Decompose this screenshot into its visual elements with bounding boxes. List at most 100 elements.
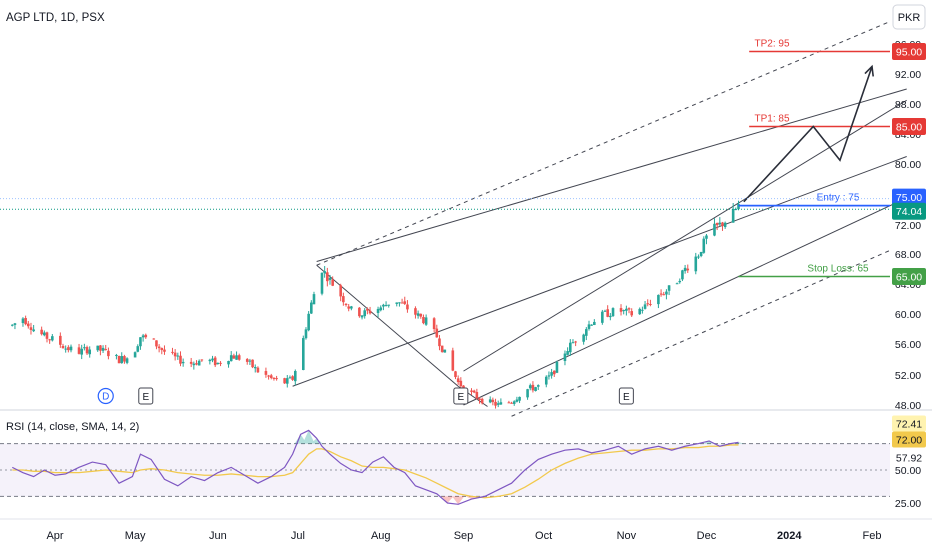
- currency-button[interactable]: PKR: [892, 4, 926, 30]
- candle[interactable]: [518, 396, 521, 401]
- candle[interactable]: [627, 308, 631, 310]
- candle[interactable]: [422, 317, 425, 324]
- candle[interactable]: [475, 391, 479, 399]
- candle[interactable]: [590, 324, 593, 326]
- candle[interactable]: [515, 399, 519, 402]
- rsi-tick-label[interactable]: 25.00: [895, 498, 921, 510]
- candle[interactable]: [219, 362, 222, 364]
- candle[interactable]: [133, 352, 137, 358]
- time-tick-label[interactable]: Aug: [371, 530, 391, 542]
- candle[interactable]: [451, 350, 455, 371]
- candle[interactable]: [643, 304, 647, 309]
- candle[interactable]: [160, 348, 164, 351]
- candle[interactable]: [491, 399, 495, 403]
- candle[interactable]: [83, 347, 86, 349]
- candle[interactable]: [358, 307, 361, 317]
- candle[interactable]: [77, 347, 81, 354]
- candle[interactable]: [659, 293, 663, 295]
- candle[interactable]: [488, 399, 492, 403]
- candle[interactable]: [675, 283, 679, 285]
- time-tick-label[interactable]: Dec: [697, 530, 717, 542]
- candle[interactable]: [107, 350, 110, 357]
- candle[interactable]: [275, 378, 278, 380]
- candle[interactable]: [27, 323, 30, 327]
- level-label[interactable]: TP2: 95: [754, 39, 789, 50]
- candle[interactable]: [176, 355, 180, 357]
- level-label[interactable]: Stop Loss: 65: [807, 264, 869, 275]
- candle[interactable]: [197, 360, 201, 366]
- candle[interactable]: [470, 390, 473, 392]
- candle[interactable]: [61, 345, 65, 349]
- candle[interactable]: [285, 378, 289, 384]
- price-pane[interactable]: TP2: 95 TP1: 85 Entry : 75 Stop Loss: 65 D E…: [10, 21, 907, 417]
- candle[interactable]: [302, 338, 305, 371]
- candle[interactable]: [192, 363, 196, 366]
- candle[interactable]: [328, 277, 332, 280]
- candle[interactable]: [117, 355, 121, 364]
- time-tick-label[interactable]: 2024: [777, 530, 802, 542]
- channel-outer-dashed-lower[interactable]: [511, 249, 891, 417]
- candle[interactable]: [456, 378, 460, 383]
- candle[interactable]: [253, 367, 257, 369]
- candle[interactable]: [376, 308, 380, 313]
- candle[interactable]: [288, 377, 292, 379]
- projection-path-line[interactable]: [743, 66, 873, 203]
- channel-lines[interactable]: [292, 21, 907, 417]
- candle[interactable]: [699, 251, 703, 257]
- candle[interactable]: [678, 280, 682, 283]
- candle[interactable]: [609, 315, 612, 318]
- candle[interactable]: [366, 309, 369, 311]
- candle[interactable]: [547, 375, 551, 377]
- trade-levels[interactable]: TP2: 95 TP1: 85 Entry : 75 Stop Loss: 65: [738, 39, 890, 278]
- time-tick-label[interactable]: Feb: [863, 530, 882, 542]
- rsi-pane[interactable]: RSI (14, close, SMA, 14, 2): [0, 421, 890, 505]
- candle[interactable]: [48, 339, 51, 341]
- earnings-marker[interactable]: [453, 387, 469, 405]
- candle[interactable]: [403, 301, 407, 304]
- candle[interactable]: [379, 307, 383, 311]
- time-tick-label[interactable]: Nov: [617, 530, 637, 542]
- candle[interactable]: [454, 371, 457, 378]
- candle[interactable]: [342, 296, 345, 303]
- candle[interactable]: [705, 235, 708, 239]
- price-tick-label[interactable]: 68.00: [895, 249, 921, 261]
- candle[interactable]: [181, 361, 185, 364]
- candle[interactable]: [179, 355, 182, 364]
- candle[interactable]: [251, 359, 254, 368]
- candle[interactable]: [216, 362, 220, 364]
- candle[interactable]: [115, 354, 118, 356]
- price-tick-label[interactable]: 92.00: [895, 69, 921, 81]
- candle[interactable]: [494, 401, 497, 406]
- candle[interactable]: [29, 327, 33, 330]
- candle[interactable]: [155, 340, 158, 347]
- candle[interactable]: [10, 324, 14, 326]
- earnings-marker[interactable]: [138, 387, 154, 405]
- candle[interactable]: [622, 310, 625, 312]
- candle[interactable]: [256, 367, 260, 373]
- candle[interactable]: [472, 390, 476, 393]
- candle[interactable]: [496, 403, 500, 405]
- candle[interactable]: [101, 347, 105, 351]
- time-tick-label[interactable]: Apr: [46, 530, 63, 542]
- level-label[interactable]: Entry : 75: [817, 193, 860, 204]
- candle[interactable]: [387, 304, 391, 306]
- candle[interactable]: [21, 318, 25, 324]
- candle[interactable]: [657, 294, 660, 305]
- candle[interactable]: [646, 303, 650, 305]
- candle[interactable]: [603, 310, 607, 312]
- candle[interactable]: [582, 334, 585, 342]
- candle[interactable]: [531, 384, 535, 391]
- candle[interactable]: [227, 360, 230, 365]
- candle[interactable]: [267, 375, 270, 377]
- candle[interactable]: [683, 267, 687, 272]
- rsi-ma-line[interactable]: [12, 444, 739, 499]
- channel-lower-line[interactable]: [463, 197, 907, 406]
- candle[interactable]: [237, 355, 241, 360]
- candle[interactable]: [563, 353, 567, 361]
- candle[interactable]: [85, 347, 89, 354]
- time-tick-label[interactable]: Sep: [454, 530, 474, 542]
- candle[interactable]: [152, 338, 156, 340]
- candle[interactable]: [398, 302, 401, 304]
